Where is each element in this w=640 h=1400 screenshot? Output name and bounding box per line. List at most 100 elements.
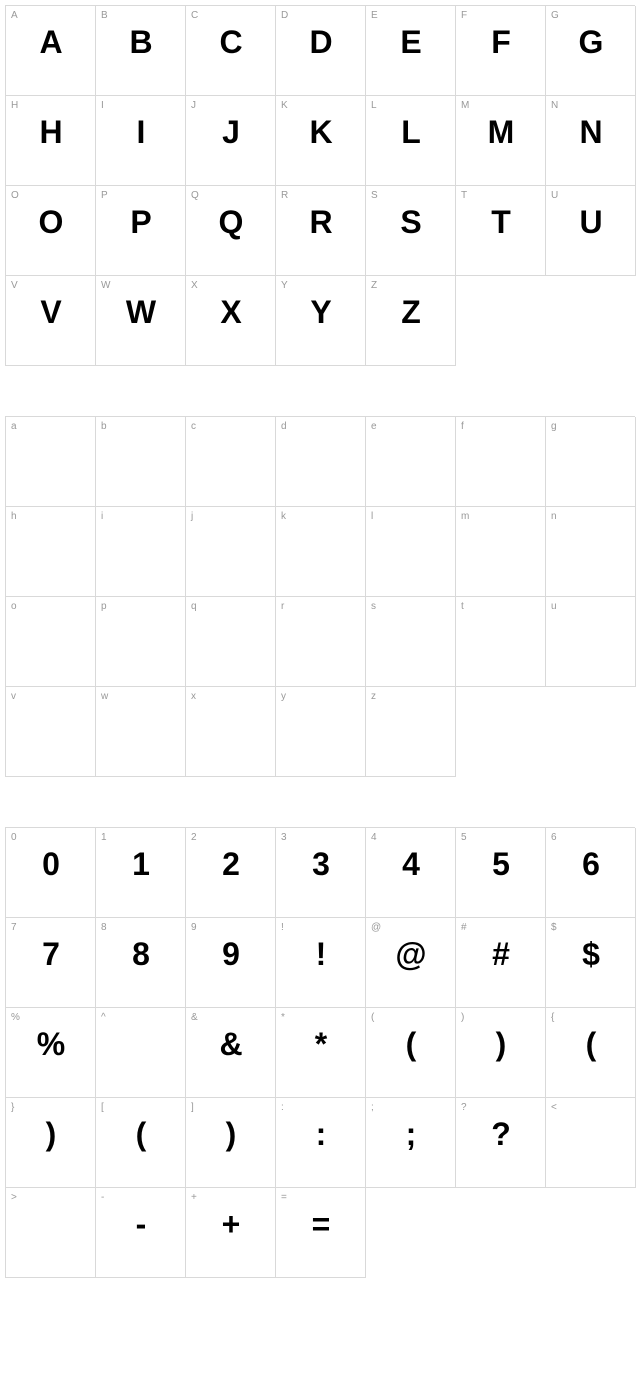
cell-label: E [371, 10, 378, 21]
cell-label: $ [551, 922, 557, 933]
cell-label: + [191, 1192, 197, 1203]
cell-label: a [11, 421, 17, 432]
glyph-cell: c [186, 417, 276, 507]
cell-glyph: U [546, 204, 635, 241]
glyph-cell: o [6, 597, 96, 687]
cell-label: : [281, 1102, 284, 1113]
cell-label: ) [461, 1012, 464, 1023]
cell-label: Y [281, 280, 288, 291]
glyph-cell: (( [366, 1008, 456, 1098]
cell-label: H [11, 100, 18, 111]
cell-label: o [11, 601, 17, 612]
cell-glyph: 5 [456, 846, 545, 883]
glyph-cell: AA [6, 6, 96, 96]
cell-label: ; [371, 1102, 374, 1113]
glyph-cell: 00 [6, 828, 96, 918]
cell-glyph: N [546, 114, 635, 151]
cell-label: { [551, 1012, 554, 1023]
glyph-cell: b [96, 417, 186, 507]
cell-label: r [281, 601, 284, 612]
cell-glyph: - [96, 1206, 185, 1243]
glyph-cell: 88 [96, 918, 186, 1008]
glyph-cell: && [186, 1008, 276, 1098]
glyph-cell: FF [456, 6, 546, 96]
glyph-cell: s [366, 597, 456, 687]
glyph-cell: -- [96, 1188, 186, 1278]
glyph-cell: q [186, 597, 276, 687]
cell-glyph: C [186, 24, 275, 61]
cell-glyph: 2 [186, 846, 275, 883]
cell-glyph: & [186, 1026, 275, 1063]
cell-glyph: O [6, 204, 95, 241]
glyph-cell: GG [546, 6, 636, 96]
cell-label: W [101, 280, 110, 291]
glyph-section-numbers-symbols: 00112233445566778899!!@@##$$%%^&&**(()){… [5, 827, 635, 1278]
cell-label: g [551, 421, 557, 432]
cell-label: Q [191, 190, 199, 201]
cell-label: % [11, 1012, 20, 1023]
cell-label: 2 [191, 832, 197, 843]
cell-label: 6 [551, 832, 557, 843]
cell-label: n [551, 511, 557, 522]
cell-label: B [101, 10, 108, 21]
glyph-cell: KK [276, 96, 366, 186]
cell-label: 5 [461, 832, 467, 843]
glyph-cell: MM [456, 96, 546, 186]
glyph-section-lowercase: abcdefghijklmnopqrstuvwxyz [5, 416, 635, 777]
cell-label: j [191, 511, 193, 522]
glyph-cell: ** [276, 1008, 366, 1098]
glyph-cell: OO [6, 186, 96, 276]
cell-glyph: 7 [6, 936, 95, 973]
glyph-cell: ;; [366, 1098, 456, 1188]
cell-glyph: R [276, 204, 365, 241]
glyph-cell: EE [366, 6, 456, 96]
cell-glyph: I [96, 114, 185, 151]
cell-label: ] [191, 1102, 194, 1113]
cell-label: T [461, 190, 467, 201]
glyph-cell: d [276, 417, 366, 507]
cell-glyph: L [366, 114, 455, 151]
cell-label: J [191, 100, 196, 111]
cell-label: V [11, 280, 18, 291]
glyph-cell: UU [546, 186, 636, 276]
cell-label: U [551, 190, 558, 201]
cell-glyph: ; [366, 1116, 455, 1153]
glyph-cell: 99 [186, 918, 276, 1008]
cell-label: I [101, 100, 104, 111]
cell-label: Z [371, 280, 377, 291]
cell-label: M [461, 100, 469, 111]
glyph-cell: $$ [546, 918, 636, 1008]
glyph-cell: 33 [276, 828, 366, 918]
cell-label: L [371, 100, 377, 111]
cell-glyph: K [276, 114, 365, 151]
cell-glyph: 6 [546, 846, 635, 883]
glyph-cell: HH [6, 96, 96, 186]
cell-label: w [101, 691, 108, 702]
cell-label: i [101, 511, 103, 522]
glyph-cell: l [366, 507, 456, 597]
cell-glyph: Y [276, 294, 365, 331]
glyph-cell: 11 [96, 828, 186, 918]
glyph-grid: abcdefghijklmnopqrstuvwxyz [5, 416, 635, 777]
cell-glyph: + [186, 1206, 275, 1243]
glyph-cell: YY [276, 276, 366, 366]
glyph-cell: WW [96, 276, 186, 366]
cell-glyph: : [276, 1116, 365, 1153]
glyph-cell: p [96, 597, 186, 687]
cell-label: ^ [101, 1012, 106, 1023]
glyph-cell: TT [456, 186, 546, 276]
cell-glyph: ( [366, 1026, 455, 1063]
cell-glyph: S [366, 204, 455, 241]
glyph-cell: y [276, 687, 366, 777]
cell-label: e [371, 421, 377, 432]
glyph-cell: ZZ [366, 276, 456, 366]
glyph-cell: m [456, 507, 546, 597]
cell-label: F [461, 10, 467, 21]
glyph-cell: PP [96, 186, 186, 276]
glyph-grid: AABBCCDDEEFFGGHHIIJJKKLLMMNNOOPPQQRRSSTT… [5, 5, 635, 366]
glyph-cell: VV [6, 276, 96, 366]
glyph-cell: r [276, 597, 366, 687]
glyph-cell: CC [186, 6, 276, 96]
cell-label: m [461, 511, 469, 522]
cell-glyph: 8 [96, 936, 185, 973]
